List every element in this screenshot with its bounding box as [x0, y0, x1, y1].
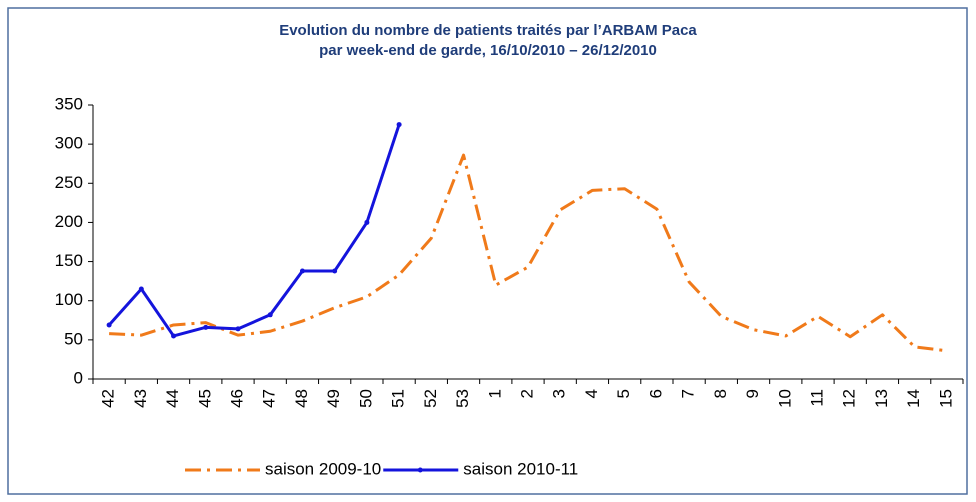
legend-label: saison 2010-11 [463, 459, 578, 478]
x-tick-label: 5 [614, 389, 633, 398]
y-tick-label: 150 [55, 251, 83, 270]
x-tick-label: 4 [582, 389, 601, 398]
point [267, 312, 273, 318]
x-tick-label: 10 [775, 389, 794, 408]
chart-title: Evolution du nombre de patients traités … [279, 22, 697, 39]
x-tick-label: 13 [872, 389, 891, 408]
point [235, 326, 241, 332]
point [396, 122, 402, 128]
x-tick-label: 43 [131, 389, 150, 408]
x-tick-label: 14 [904, 389, 923, 408]
x-tick-label: 9 [743, 389, 762, 398]
x-tick-label: 3 [550, 389, 569, 398]
x-tick-label: 42 [99, 389, 118, 408]
series-line [107, 124, 401, 338]
legend-marker [417, 467, 423, 473]
point [138, 286, 144, 292]
x-tick-label: 15 [936, 389, 955, 408]
x-tick-label: 11 [807, 389, 826, 407]
y-tick-label: 50 [64, 329, 83, 348]
legend-label: saison 2009-10 [265, 459, 381, 478]
x-tick-label: 52 [421, 389, 440, 408]
x-tick-label: 7 [679, 389, 698, 398]
x-tick-label: 1 [485, 389, 504, 398]
chart-frame [7, 7, 968, 495]
x-tick-label: 48 [292, 389, 311, 408]
x-tick-label: 6 [646, 389, 665, 398]
y-tick-label: 250 [55, 173, 83, 192]
point [203, 324, 209, 330]
x-tick-label: 44 [163, 389, 182, 408]
chart-subtitle: par week-end de garde, 16/10/2010 – 26/1… [319, 42, 657, 59]
point [364, 219, 370, 225]
x-tick-label: 47 [260, 389, 279, 408]
y-tick-label: 100 [55, 290, 83, 309]
point [332, 268, 338, 274]
x-tick-label: 2 [517, 389, 536, 398]
x-tick-label: 45 [195, 389, 214, 408]
y-tick-label: 300 [55, 134, 83, 153]
point [299, 268, 305, 274]
x-tick-label: 8 [711, 389, 730, 398]
y-tick-label: 200 [55, 212, 83, 231]
x-tick-label: 49 [324, 389, 343, 408]
x-tick-label: 12 [840, 389, 859, 408]
x-tick-label: 46 [227, 389, 246, 408]
x-tick-label: 51 [389, 389, 408, 408]
y-tick-label: 350 [55, 94, 83, 113]
x-tick-label: 50 [356, 389, 375, 408]
point [106, 322, 112, 328]
x-tick-label: 53 [453, 389, 472, 408]
y-tick-label: 0 [74, 368, 83, 387]
point [171, 333, 177, 339]
